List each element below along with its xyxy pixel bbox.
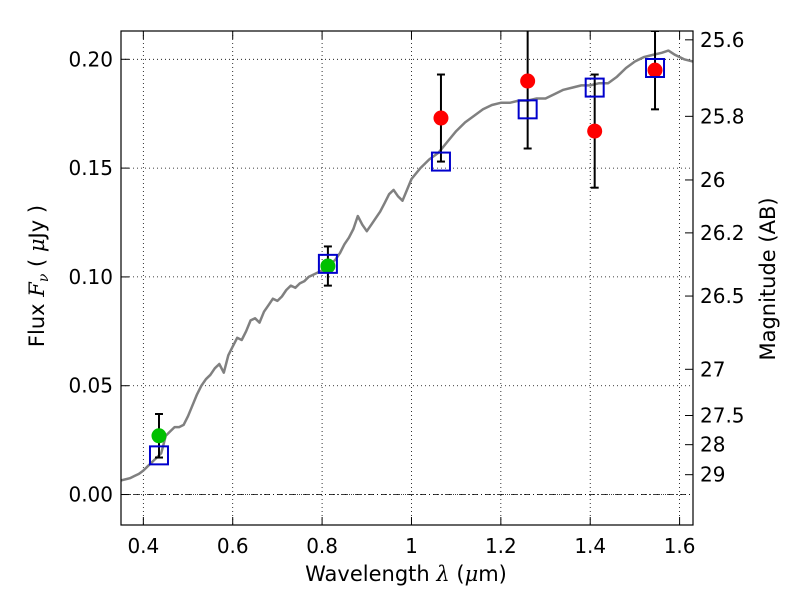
model-flux-square	[517, 99, 538, 120]
y2-tick-label: 29	[700, 463, 725, 487]
y2-tick-label: 25.6	[700, 28, 745, 52]
y-tick-label: 0.05	[68, 374, 113, 398]
grid	[121, 31, 693, 525]
model-flux-square	[645, 57, 666, 78]
y-tick-label: 0.10	[68, 265, 113, 289]
x-tick-label: 0.6	[217, 534, 249, 558]
model-flux-square	[148, 445, 169, 466]
y-tick-label: 0.15	[68, 156, 113, 180]
y-axis-label-mu: μ	[25, 238, 49, 252]
x-axis-label-unit: (	[450, 562, 465, 586]
y2-tick-label: 26.2	[700, 221, 745, 245]
x-axis-label-text: Wavelength	[305, 562, 436, 586]
x-axis-label: Wavelength λ (μm)	[305, 562, 507, 586]
x-tick-label: 1.6	[664, 534, 696, 558]
y2-tick-label: 25.8	[700, 104, 745, 128]
x-tick-label: 1.4	[574, 534, 606, 558]
y-axis-label-subscript: ν	[36, 273, 52, 282]
axes: 0.4 0.6 0.8 1 1.2 1.4 1.6 0.00 0.05 0.10 0.15 0.20 2…	[68, 28, 744, 558]
x-axis-label-m: m)	[478, 562, 507, 586]
x-tick-label: 1	[405, 534, 418, 558]
y-axis-label-symbol: F	[25, 281, 49, 298]
y-axis-label-jy: Jy )	[25, 205, 49, 241]
y-axis-label-unit: (	[25, 252, 49, 274]
data-point-circle	[151, 428, 167, 444]
data-point-circle	[647, 62, 663, 78]
data-point-circle	[433, 110, 449, 126]
plot-frame	[120, 30, 694, 526]
y-tick-label: 0.20	[68, 47, 113, 71]
model-flux-square	[584, 77, 605, 98]
data-point-circle	[587, 123, 603, 139]
y2-tick-label: 26	[700, 168, 725, 192]
y-tick-label: 0.00	[68, 483, 113, 507]
x-tick-label: 0.8	[306, 534, 338, 558]
model-flux-square	[430, 151, 451, 172]
x-axis-label-symbol: λ	[435, 562, 449, 586]
data-point-circle	[320, 258, 336, 274]
x-tick-label: 0.4	[127, 534, 159, 558]
y2-axis-label: Magnitude (AB)	[756, 197, 780, 360]
y2-tick-label: 26.5	[700, 284, 745, 308]
y2-tick-label: 28	[700, 433, 725, 457]
y-axis-label-text: Flux	[25, 297, 49, 347]
plot-area	[121, 31, 693, 495]
y2-tick-label: 27.5	[700, 404, 745, 428]
y-axis-label: Flux Fν ( μJy )	[25, 205, 52, 347]
x-tick-label: 1.2	[485, 534, 517, 558]
y2-tick-label: 27	[700, 357, 725, 381]
model-flux-square	[317, 253, 338, 274]
x-axis-label-mu: μ	[465, 562, 479, 586]
data-point-circle	[520, 73, 536, 89]
